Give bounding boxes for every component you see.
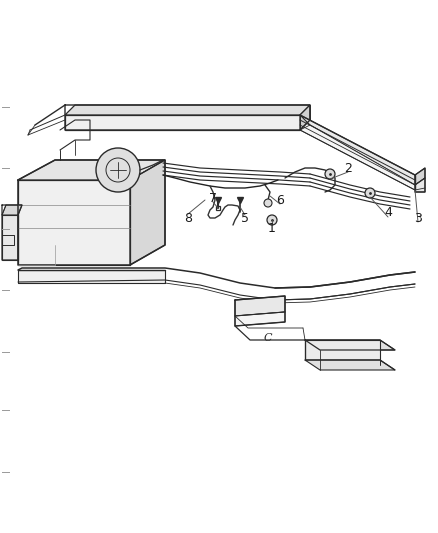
Text: 7: 7 (209, 191, 217, 205)
Polygon shape (130, 160, 165, 265)
Polygon shape (300, 115, 415, 185)
Polygon shape (305, 360, 395, 370)
Circle shape (264, 199, 272, 207)
Polygon shape (65, 105, 310, 115)
Polygon shape (2, 205, 22, 215)
Circle shape (365, 188, 375, 198)
Text: 5: 5 (241, 212, 249, 224)
Text: 8: 8 (184, 212, 192, 224)
Circle shape (267, 215, 277, 225)
Polygon shape (305, 340, 395, 350)
Text: 3: 3 (414, 212, 422, 224)
Text: 6: 6 (276, 193, 284, 206)
Polygon shape (300, 105, 310, 130)
Polygon shape (415, 168, 425, 185)
Polygon shape (18, 180, 130, 265)
Polygon shape (235, 312, 285, 326)
Polygon shape (65, 115, 300, 130)
Circle shape (325, 169, 335, 179)
Polygon shape (305, 340, 380, 360)
Polygon shape (2, 215, 18, 260)
Polygon shape (235, 296, 285, 316)
Text: 1: 1 (268, 222, 276, 235)
Polygon shape (18, 160, 165, 180)
Text: C: C (264, 333, 272, 343)
Text: 2: 2 (344, 161, 352, 174)
Polygon shape (300, 125, 415, 190)
Text: 4: 4 (384, 206, 392, 220)
Circle shape (96, 148, 140, 192)
Polygon shape (415, 178, 425, 192)
Polygon shape (18, 270, 165, 283)
